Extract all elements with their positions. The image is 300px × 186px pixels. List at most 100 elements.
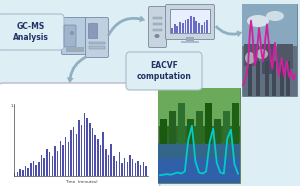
- Bar: [186, 37, 194, 41]
- Bar: [52, 156, 53, 176]
- Bar: [44, 158, 45, 176]
- Bar: [62, 145, 64, 176]
- Bar: [110, 144, 112, 176]
- Bar: [160, 119, 167, 144]
- FancyBboxPatch shape: [61, 17, 86, 54]
- Bar: [193, 17, 195, 33]
- Bar: [14, 173, 16, 176]
- Bar: [137, 161, 139, 176]
- Bar: [57, 151, 58, 176]
- Bar: [70, 130, 72, 176]
- Bar: [184, 20, 187, 33]
- Circle shape: [70, 31, 74, 34]
- Bar: [214, 119, 221, 144]
- Bar: [205, 103, 212, 144]
- Bar: [121, 163, 123, 176]
- Bar: [78, 120, 80, 176]
- Bar: [108, 155, 109, 176]
- Bar: [60, 141, 61, 176]
- Ellipse shape: [256, 49, 268, 59]
- Bar: [242, 4, 297, 46]
- Bar: [158, 88, 240, 183]
- Bar: [100, 145, 101, 176]
- FancyBboxPatch shape: [0, 83, 160, 186]
- Text: 1: 1: [11, 104, 13, 108]
- Bar: [153, 17, 162, 19]
- FancyArrowPatch shape: [107, 15, 146, 36]
- Ellipse shape: [245, 52, 255, 64]
- Bar: [89, 42, 105, 44]
- Ellipse shape: [154, 34, 160, 38]
- Bar: [265, 61, 269, 96]
- Bar: [17, 172, 18, 176]
- Bar: [198, 23, 200, 33]
- Bar: [89, 123, 91, 176]
- Ellipse shape: [247, 15, 269, 27]
- Bar: [153, 29, 162, 31]
- Bar: [153, 23, 162, 25]
- Bar: [46, 149, 48, 176]
- Bar: [158, 88, 240, 126]
- Bar: [248, 61, 252, 96]
- Bar: [140, 165, 141, 176]
- Bar: [187, 19, 189, 33]
- Bar: [113, 156, 115, 176]
- FancyBboxPatch shape: [166, 4, 214, 39]
- FancyBboxPatch shape: [88, 23, 98, 39]
- Bar: [105, 149, 106, 176]
- Bar: [27, 168, 29, 176]
- Bar: [84, 113, 85, 176]
- Bar: [86, 118, 88, 176]
- Bar: [204, 22, 206, 33]
- Bar: [277, 44, 293, 69]
- FancyBboxPatch shape: [126, 52, 202, 90]
- Bar: [187, 119, 194, 144]
- Bar: [182, 23, 184, 33]
- Bar: [142, 162, 144, 176]
- Bar: [201, 25, 203, 33]
- Bar: [94, 135, 96, 176]
- Bar: [30, 163, 31, 176]
- Bar: [196, 111, 203, 144]
- Text: GC-MS
Analysis: GC-MS Analysis: [13, 22, 49, 42]
- Bar: [171, 28, 173, 33]
- Bar: [181, 41, 199, 43]
- Bar: [92, 128, 93, 176]
- Bar: [158, 143, 240, 158]
- Bar: [22, 170, 23, 176]
- Bar: [66, 47, 84, 52]
- Bar: [158, 155, 240, 183]
- Bar: [242, 4, 297, 96]
- Bar: [195, 21, 197, 33]
- Bar: [81, 125, 82, 176]
- Bar: [223, 111, 230, 144]
- Bar: [286, 61, 290, 96]
- FancyBboxPatch shape: [64, 25, 76, 47]
- Bar: [178, 103, 185, 144]
- FancyBboxPatch shape: [0, 14, 64, 50]
- Bar: [89, 46, 105, 49]
- Bar: [256, 61, 260, 96]
- FancyBboxPatch shape: [85, 17, 109, 57]
- FancyArrowPatch shape: [67, 56, 86, 83]
- Bar: [49, 152, 50, 176]
- Bar: [76, 134, 77, 176]
- Bar: [41, 155, 42, 176]
- Bar: [129, 155, 131, 176]
- FancyBboxPatch shape: [148, 7, 166, 47]
- Bar: [38, 162, 40, 176]
- Bar: [35, 165, 37, 176]
- Bar: [124, 158, 125, 176]
- Bar: [68, 142, 69, 176]
- Bar: [145, 166, 147, 176]
- Bar: [280, 61, 284, 96]
- Text: EACVF
computation: EACVF computation: [136, 61, 191, 81]
- Bar: [244, 44, 259, 66]
- Bar: [206, 20, 208, 33]
- Bar: [102, 132, 104, 176]
- Bar: [176, 26, 178, 33]
- Bar: [262, 44, 274, 74]
- Bar: [170, 9, 210, 33]
- Bar: [135, 163, 136, 176]
- Text: Time  (minutes): Time (minutes): [65, 180, 97, 184]
